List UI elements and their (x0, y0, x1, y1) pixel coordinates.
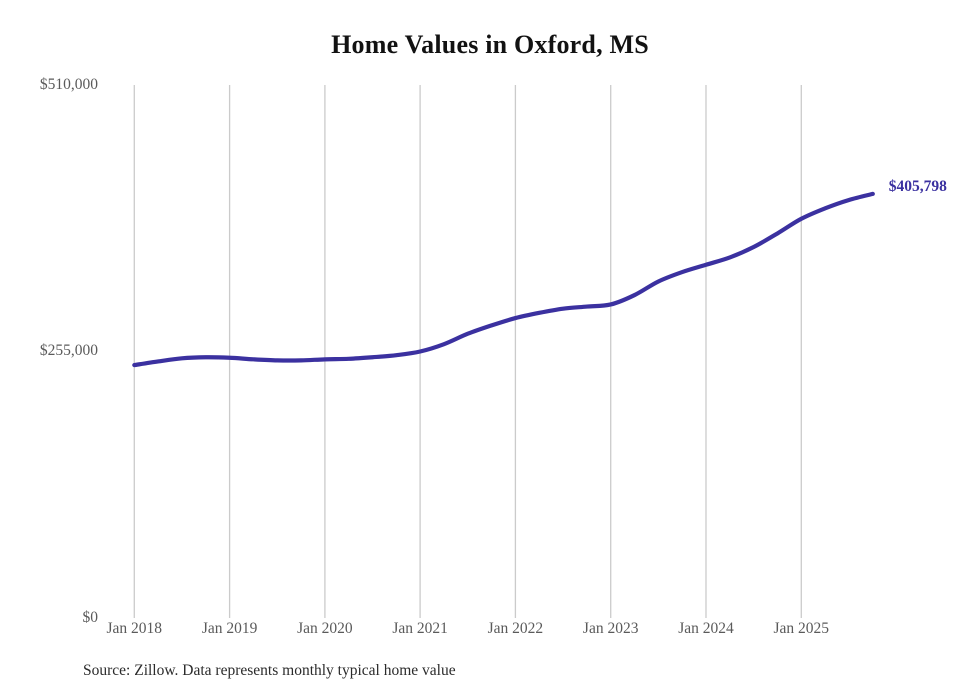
data-line-typical-home-value (132, 191, 875, 368)
source-note: Source: Zillow. Data represents monthly … (83, 662, 456, 679)
x-axis-tick-label-jan-2022: Jan 2022 (487, 620, 544, 637)
y-axis-tick-label-middle: $255,000 (39, 342, 98, 359)
end-point-value-label: $405,798 (888, 177, 947, 195)
y-axis-tick-label-top: $510,000 (39, 76, 98, 93)
x-axis-tick-label-jan-2024: Jan 2024 (678, 620, 734, 637)
x-axis-tick-label-jan-2025: Jan 2025 (773, 620, 830, 637)
x-axis-tick-label-jan-2018: Jan 2018 (106, 620, 163, 637)
x-axis-tick-label-jan-2021: Jan 2021 (392, 620, 448, 637)
gridlines (133, 85, 802, 618)
x-axis-tick-label-jan-2019: Jan 2019 (201, 620, 258, 637)
x-axis-tick-label-jan-2023: Jan 2023 (582, 620, 639, 637)
x-axis-tick-label-jan-2020: Jan 2020 (297, 620, 353, 637)
y-axis-tick-label-bottom: $0 (82, 609, 99, 626)
chart-title: Home Values in Oxford, MS (331, 30, 649, 59)
